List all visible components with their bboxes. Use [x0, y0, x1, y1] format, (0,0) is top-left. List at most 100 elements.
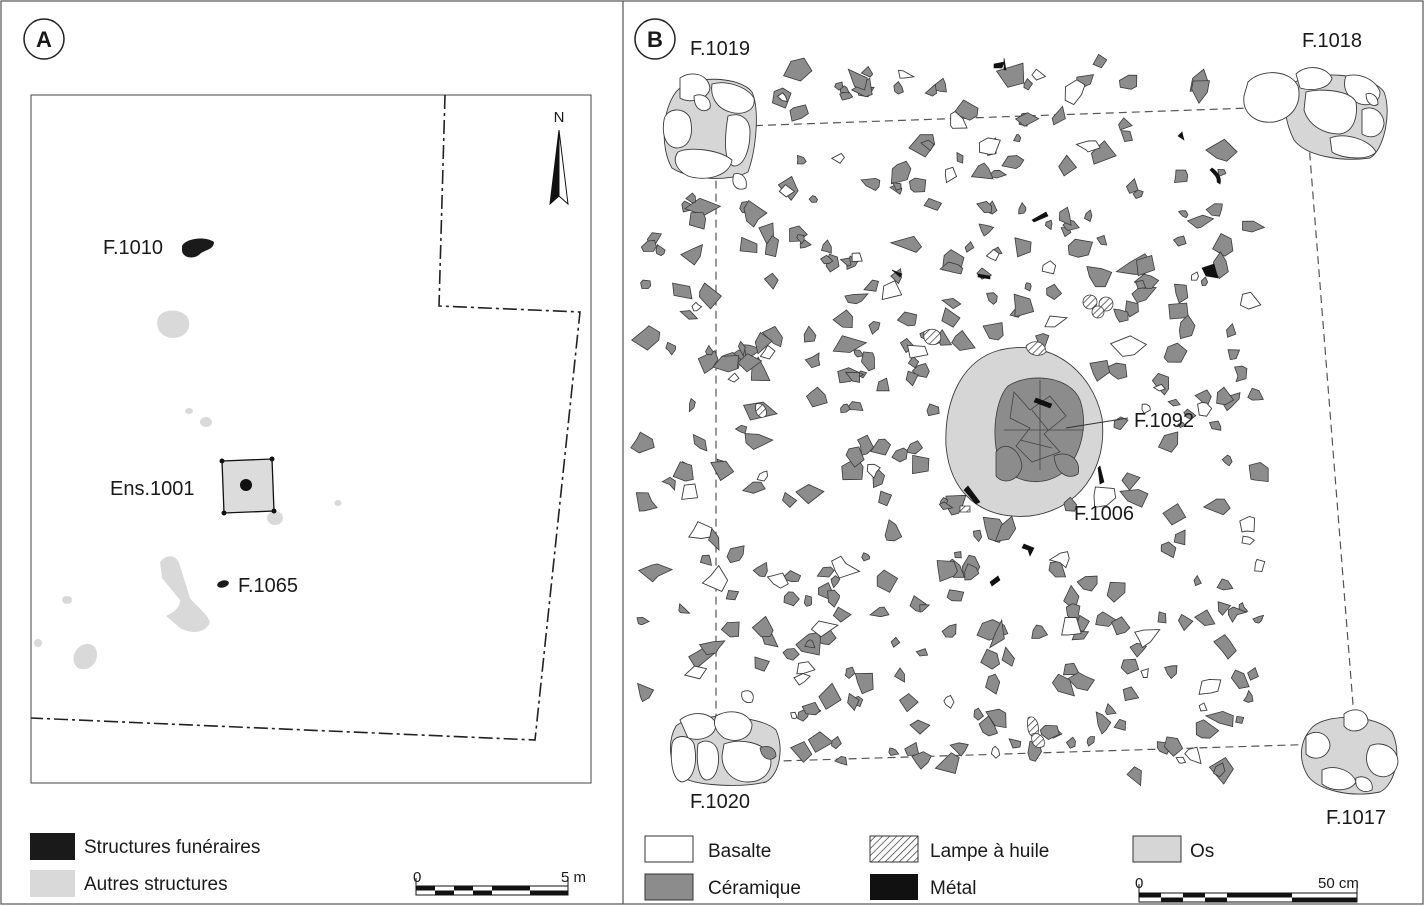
ceramique-fragment: [808, 195, 819, 203]
ceramique-fragment: [1213, 634, 1237, 660]
ceramique-fragment: [803, 325, 817, 343]
ceramique-fragment: [941, 297, 962, 310]
ceramique-fragment: [1195, 719, 1220, 739]
ceramique-fragment: [752, 561, 768, 578]
ceramique-fragment: [956, 151, 964, 164]
ceramique-fragment: [949, 742, 969, 757]
ceramique-fragment: [894, 667, 905, 683]
f1065-structure: [217, 580, 229, 588]
ceramique-fragment: [905, 370, 919, 387]
basalte-fragment: [1061, 616, 1082, 636]
ceramique-fragment: [637, 682, 655, 703]
ceramique-fragment: [1160, 541, 1177, 559]
legend-label-basalte: Basalte: [708, 841, 771, 862]
ceramique-fragment: [1048, 560, 1067, 578]
ceramique-fragment: [1126, 766, 1142, 787]
ceramique-fragment: [831, 735, 842, 750]
ceramique-fragment: [1204, 710, 1234, 728]
basalte-fragment: [1075, 140, 1101, 153]
scale-a-end: 5 m: [561, 869, 586, 886]
ceramique-fragment: [712, 355, 740, 373]
ceramique-fragment: [1039, 724, 1060, 740]
ceramique-fragment: [678, 602, 691, 614]
ceramique-fragment: [889, 235, 923, 253]
ceramique-fragment: [919, 604, 931, 613]
ceramique-fragment: [863, 279, 879, 292]
ceramique-fragment: [834, 755, 848, 766]
ceramique-fragment: [680, 244, 703, 266]
ceramique-fragment: [801, 701, 821, 716]
ceramique-fragment: [796, 234, 805, 245]
scale-bar-b: 0 50 cm: [1135, 875, 1359, 903]
ceramique-fragment: [1018, 202, 1027, 215]
ceramique-fragment: [1200, 276, 1209, 287]
ceramique-fragment: [1216, 578, 1234, 591]
ceramique-fragment: [1121, 472, 1141, 491]
ceramique-fragment: [911, 751, 932, 770]
basalte-fragment: [1175, 756, 1187, 764]
ceramique-fragment: [754, 656, 770, 672]
ceramique-fragment: [1095, 711, 1112, 735]
ceramique-fragment: [1086, 736, 1096, 747]
ceramique-fragment: [783, 57, 813, 82]
ceramique-fragment: [1046, 283, 1063, 300]
ceramique-fragment: [1113, 308, 1129, 323]
scale-b-start: 0: [1135, 875, 1143, 892]
ceramique-fragment: [818, 682, 842, 710]
ceramique-fragment: [783, 591, 800, 607]
label-f1092: F.1092: [1134, 410, 1194, 432]
ceramique-fragment: [1113, 718, 1126, 731]
ceramique-fragment: [908, 177, 927, 193]
ceramique-fragment: [1076, 575, 1098, 592]
ceramique-fragment: [982, 322, 1004, 341]
ceramique-fragment: [844, 371, 861, 383]
ceramique-fragment: [870, 438, 891, 456]
ceramique-fragment: [924, 83, 938, 97]
ceramique-fragment: [737, 353, 763, 373]
ceramique-fragment: [939, 261, 964, 275]
ceramique-fragment: [832, 606, 852, 623]
ceramique-fragment: [720, 621, 740, 638]
ceramique-fragment: [904, 741, 920, 756]
ceramique-fragment: [816, 566, 835, 578]
basalte-fragment: [681, 483, 699, 500]
ceramique-fragment: [1221, 454, 1233, 467]
basalte-fragment: [866, 463, 881, 479]
ceramique-fragment: [847, 68, 868, 91]
basalte-fragment: [756, 470, 768, 482]
ceramique-fragment: [1241, 220, 1266, 233]
ceramique-fragment: [1243, 689, 1254, 703]
ceramique-fragment: [763, 272, 779, 290]
ceramique-fragment: [1193, 574, 1202, 587]
autres-structures: [34, 310, 342, 670]
ceramique-fragment: [923, 197, 943, 211]
ceramique-fragment: [1104, 702, 1117, 716]
ceramique-fragment: [1217, 601, 1232, 616]
ceramique-fragment: [1023, 78, 1034, 91]
ceramique-fragment: [890, 160, 912, 185]
basalte-fragment: [1093, 486, 1117, 508]
basalte-fragment: [1140, 668, 1149, 678]
ceramique-fragment: [1014, 112, 1040, 127]
basalte-fragment: [1241, 535, 1256, 545]
ceramique-fragment: [847, 692, 860, 712]
ceramique-fragment: [698, 282, 722, 310]
ceramique-fragment: [1067, 238, 1094, 258]
legend-label-ceramique: Céramique: [708, 878, 801, 899]
basalte-fragment: [691, 301, 703, 312]
ceramique-fragment: [688, 397, 696, 413]
ceramique-fragment: [1058, 206, 1072, 226]
ceramique-fragment: [861, 552, 871, 562]
basalte-fragment: [776, 92, 789, 103]
ceramique-fragment: [970, 162, 994, 180]
corner-f1017: [1301, 709, 1399, 795]
ceramique-fragment: [1247, 666, 1259, 681]
ceramique-fragment: [665, 341, 677, 356]
legend-swatch-funeraires: [30, 833, 75, 860]
basalte-fragment: [759, 344, 776, 360]
ceramique-fragment: [1067, 671, 1095, 691]
lampe-fragments: [755, 294, 1114, 748]
panel-a-badge-letter: A: [36, 27, 52, 52]
ceramique-fragment: [1252, 614, 1265, 624]
